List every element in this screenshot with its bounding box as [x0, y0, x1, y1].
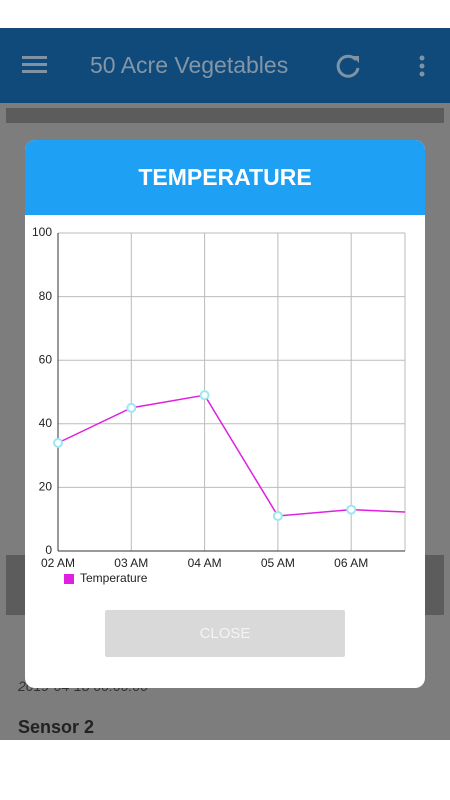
x-tick-label: 02 AM [41, 556, 75, 570]
y-tick-label: 20 [39, 480, 53, 494]
app-title: 50 Acre Vegetables [90, 52, 289, 78]
x-tick-label: 06 AM [334, 556, 368, 570]
point [53, 437, 63, 448]
status-bar [0, 0, 450, 28]
line [57, 394, 405, 517]
y-tick-label: 0 [45, 543, 52, 557]
chart: 0 20 40 60 80 100 02 AM 03 AM 04 AM 05 AM 06 AM Tem… [32, 225, 406, 585]
legend-label: Temperature [80, 571, 148, 585]
legend-swatch [64, 574, 74, 584]
point [346, 504, 357, 515]
dialog-title: TEMPERATURE [25, 140, 425, 215]
y-tick-label: 40 [39, 416, 53, 430]
point [199, 390, 210, 401]
x-tick-label: 04 AM [188, 556, 222, 570]
dialog: TEMPERATURE 0 20 40 60 80 100 02 AM 03 AM 04 AM 0… [25, 140, 425, 688]
x-tick-label: 05 AM [261, 556, 295, 570]
y-tick-label: 80 [39, 289, 53, 303]
menu-icon[interactable] [22, 55, 48, 75]
more-icon[interactable] [418, 55, 426, 77]
app-bar: 50 Acre Vegetables [0, 28, 450, 103]
point [272, 511, 283, 522]
point [126, 402, 137, 413]
refresh-icon[interactable] [334, 52, 362, 80]
card-header [6, 108, 444, 123]
y-tick-label: 100 [32, 225, 52, 239]
y-tick-label: 60 [39, 352, 53, 366]
close-button[interactable]: CLOSE [105, 610, 345, 657]
sensor-label[interactable]: Sensor 2 [18, 717, 95, 737]
x-tick-label: 03 AM [114, 556, 148, 570]
